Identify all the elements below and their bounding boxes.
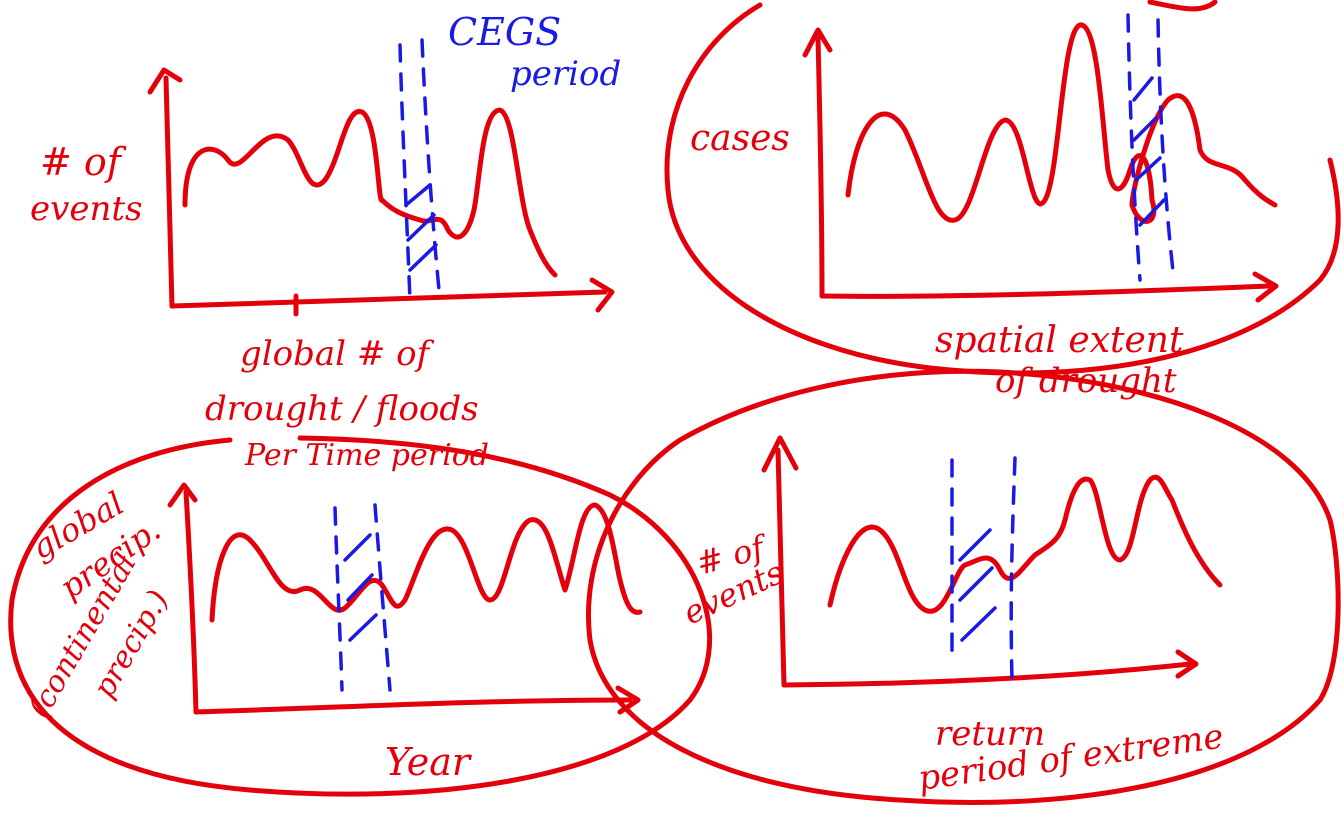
cegs-label-line1: CEGS bbox=[448, 10, 561, 54]
x-axis bbox=[819, 283, 1273, 299]
x-axis-label-line1: return bbox=[935, 714, 1045, 754]
panel-top-left: # of events global # of drought / floods… bbox=[30, 10, 621, 473]
y-axis-arrowhead bbox=[802, 27, 833, 58]
ellipse-outline bbox=[8, 435, 713, 797]
data-curve bbox=[209, 502, 643, 623]
band-right bbox=[1009, 456, 1017, 682]
x-axis-label-line1: global # of bbox=[240, 334, 435, 374]
y-axis-label-line2: events bbox=[30, 189, 142, 229]
x-axis-arrowhead bbox=[1175, 649, 1199, 679]
data-curve bbox=[845, 22, 1278, 224]
band-right bbox=[373, 503, 392, 692]
band-left bbox=[333, 506, 344, 692]
y-axis bbox=[183, 489, 199, 715]
y-axis-arrowhead bbox=[167, 482, 198, 508]
panel-bottom-right: # of events return period of extreme bbox=[586, 368, 1341, 805]
band-right bbox=[1156, 18, 1176, 282]
data-curve bbox=[827, 475, 1223, 614]
y-axis-label: cases bbox=[690, 118, 790, 159]
data-curve bbox=[182, 107, 558, 278]
x-axis-label: Year bbox=[385, 740, 473, 784]
y-axis-label-line1: # of bbox=[40, 140, 127, 184]
x-axis-arrowhead bbox=[1252, 271, 1279, 303]
x-axis bbox=[169, 289, 608, 309]
y-axis bbox=[815, 35, 825, 299]
circle-outline-top bbox=[1147, 0, 1218, 12]
y-axis-arrowhead bbox=[761, 435, 799, 473]
x-axis-label-line1: spatial extent bbox=[935, 320, 1184, 361]
cegs-band-hatch bbox=[404, 183, 438, 272]
circle-outline bbox=[664, 2, 1341, 376]
band-hatch bbox=[343, 533, 378, 642]
panel-top-right: cases spatial extent of drought bbox=[664, 0, 1341, 401]
ellipse-outline bbox=[586, 368, 1341, 805]
x-axis bbox=[193, 697, 633, 715]
panel-bottom-left: global precip. (continental precip.) Yea… bbox=[8, 435, 713, 797]
cegs-band-right bbox=[420, 38, 442, 302]
cegs-band-left bbox=[398, 43, 412, 302]
y-axis bbox=[163, 75, 175, 309]
y-axis bbox=[775, 447, 787, 688]
x-axis bbox=[781, 661, 1193, 688]
band-hatch bbox=[1132, 76, 1166, 227]
x-axis-arrowhead bbox=[589, 277, 615, 313]
band-hatch bbox=[958, 528, 997, 642]
x-axis-label-line2: drought / floods bbox=[205, 389, 479, 429]
y-axis-arrowhead bbox=[147, 67, 183, 95]
cegs-label-line2: period bbox=[510, 54, 621, 94]
band-left bbox=[1126, 13, 1142, 282]
x-axis-label-line3: Per Time period bbox=[244, 438, 489, 473]
